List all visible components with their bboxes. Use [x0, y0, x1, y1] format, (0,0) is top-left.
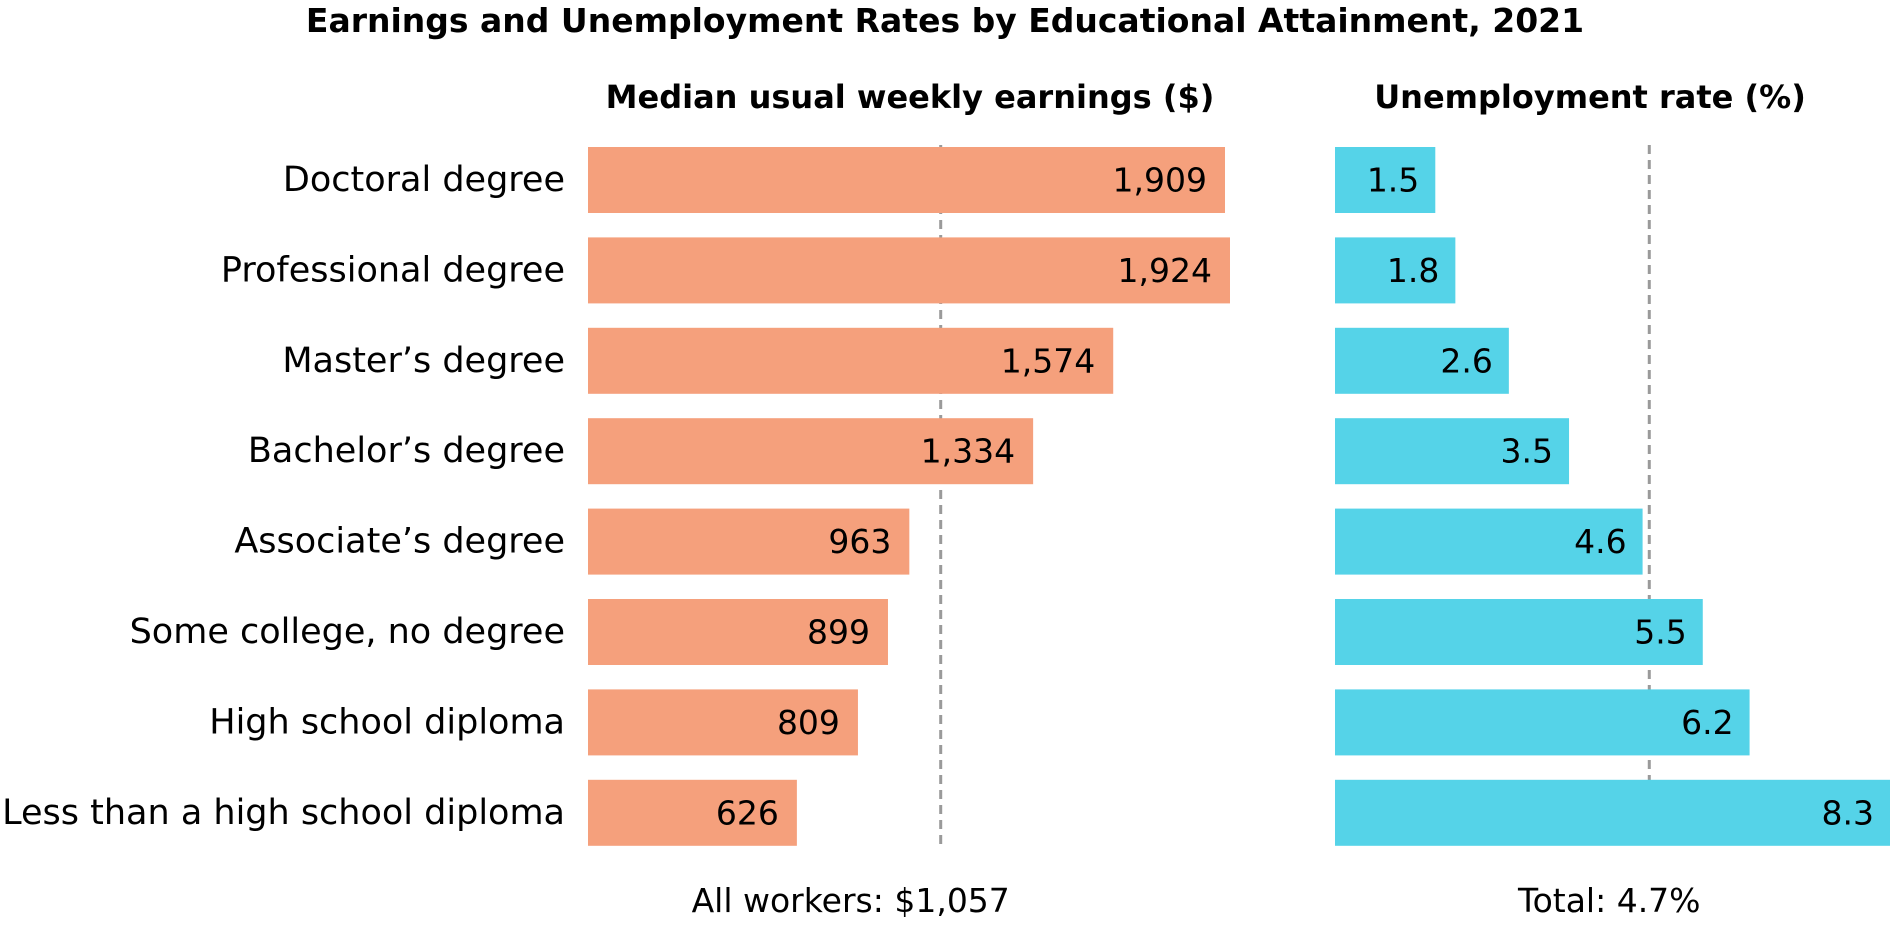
- earnings-data-label: 1,574: [1001, 341, 1095, 380]
- earnings-data-label: 626: [716, 793, 779, 832]
- unemployment-data-label: 1.8: [1387, 251, 1439, 290]
- earnings-bar: [588, 779, 797, 846]
- unemployment-bar: [1335, 599, 1703, 665]
- earnings-data-label: 1,334: [921, 432, 1015, 471]
- earnings-data-label: 1,909: [1113, 161, 1207, 200]
- earnings-bar: [588, 418, 1034, 485]
- earnings-panel: 1,909 1,924 1,574 1,334 963 899 809 626 All work…: [588, 145, 1230, 920]
- category-label: Professional degree: [221, 250, 565, 290]
- earnings-data-label: 1,924: [1118, 251, 1212, 290]
- earnings-panel-subtitle: Median usual weekly earnings ($): [606, 78, 1215, 116]
- unemployment-data-label: 1.5: [1367, 161, 1419, 200]
- unemployment-panel-subtitle: Unemployment rate (%): [1374, 78, 1806, 116]
- unemployment-data-label: 5.5: [1634, 613, 1686, 652]
- earnings-bar: [588, 599, 888, 665]
- category-label: Bachelor’s degree: [248, 431, 565, 471]
- unemployment-bar: [1335, 147, 1436, 213]
- category-labels: Doctoral degree Professional degree Master…: [2, 160, 565, 833]
- earnings-data-label: 899: [807, 613, 870, 652]
- category-label: Master’s degree: [282, 341, 565, 381]
- earnings-bar: [588, 237, 1230, 304]
- unemployment-reference-label: Total: 4.7%: [1517, 881, 1701, 920]
- category-label: Doctoral degree: [283, 160, 565, 200]
- unemployment-bar: [1335, 779, 1890, 846]
- unemployment-bar: [1335, 237, 1456, 304]
- chart-title: Earnings and Unemployment Rates by Educa…: [306, 1, 1584, 40]
- unemployment-bar: [1335, 327, 1509, 394]
- unemployment-data-label: 4.6: [1574, 522, 1626, 561]
- earnings-bar: [588, 147, 1225, 213]
- earnings-bar: [588, 508, 910, 575]
- earnings-bar: [588, 689, 858, 756]
- unemployment-bar: [1335, 418, 1570, 485]
- category-label: Some college, no degree: [130, 612, 565, 652]
- unemployment-data-label: 2.6: [1440, 341, 1492, 380]
- earnings-data-label: 963: [828, 522, 891, 561]
- earnings-reference-label: All workers: $1,057: [692, 881, 1010, 920]
- category-label: High school diploma: [209, 702, 565, 742]
- earnings-bar: [588, 327, 1114, 394]
- unemployment-panel: 1.5 1.8 2.6 3.5 4.6 5.5 6.2 8.3 Total: 4.7%: [1335, 145, 1890, 920]
- unemployment-data-label: 6.2: [1681, 703, 1733, 742]
- unemployment-bar: [1335, 508, 1643, 575]
- unemployment-data-label: 8.3: [1822, 793, 1874, 832]
- category-label: Less than a high school diploma: [2, 793, 565, 833]
- unemployment-bar: [1335, 689, 1750, 756]
- unemployment-data-label: 3.5: [1501, 432, 1553, 471]
- category-label: Associate’s degree: [234, 522, 565, 562]
- earnings-data-label: 809: [777, 703, 840, 742]
